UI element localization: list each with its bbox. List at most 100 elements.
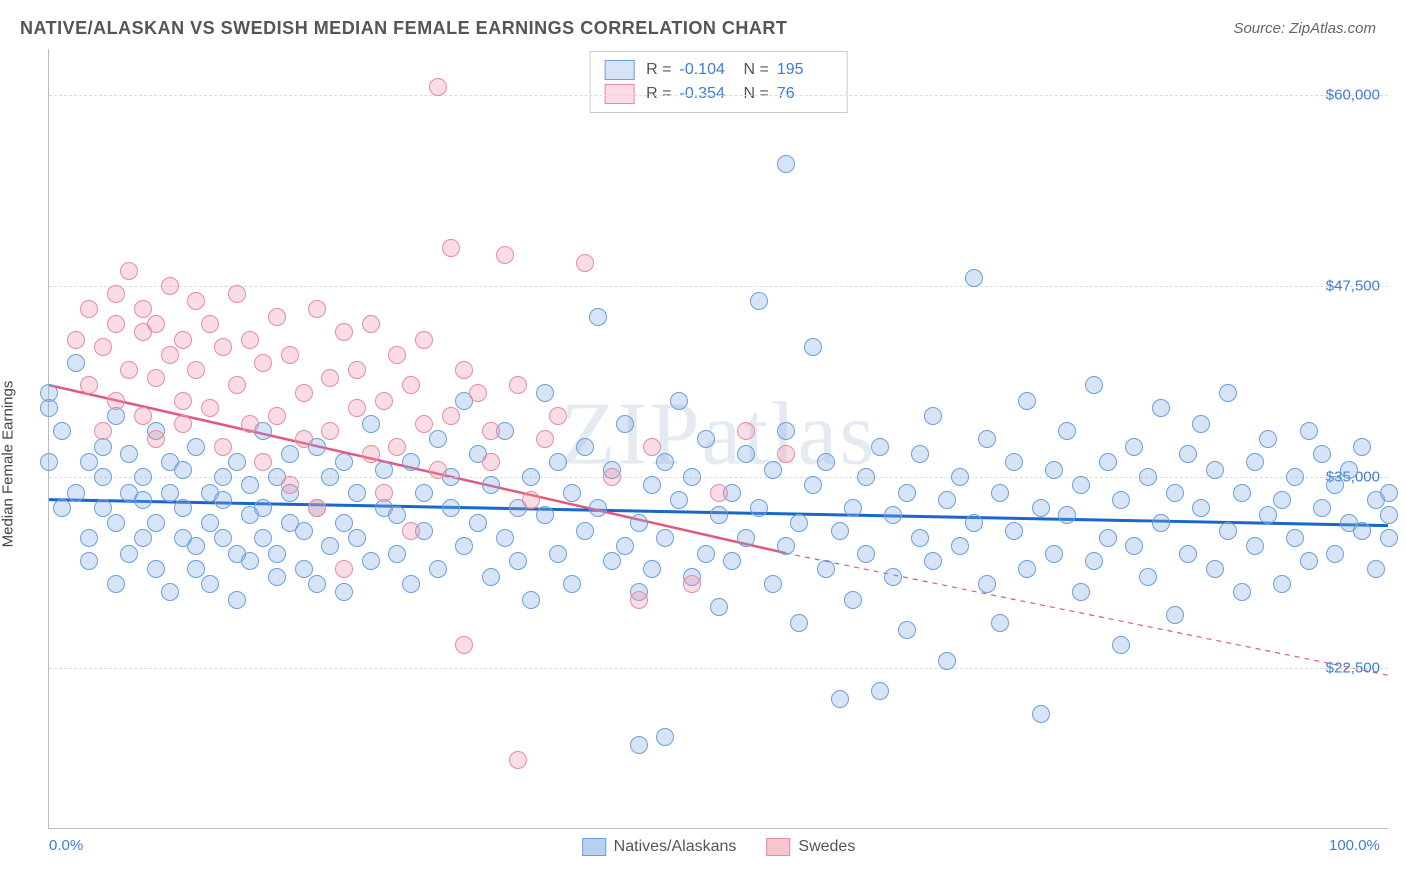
data-point [1380,506,1398,524]
data-point [174,499,192,517]
legend-swatch [604,60,634,80]
data-point [1313,445,1331,463]
data-point [965,514,983,532]
data-point [455,636,473,654]
data-point [482,476,500,494]
data-point [107,392,125,410]
data-point [362,445,380,463]
data-point [1018,560,1036,578]
data-point [80,552,98,570]
data-point [80,529,98,547]
data-point [1380,484,1398,502]
data-point [308,300,326,318]
data-point [187,361,205,379]
data-point [563,575,581,593]
data-point [281,445,299,463]
data-point [1072,476,1090,494]
data-point [321,422,339,440]
data-point [697,545,715,563]
x-tick-label: 0.0% [49,837,83,854]
data-point [563,484,581,502]
data-point [161,277,179,295]
plot-area: ZIPatlas R = -0.104 N = 195R = -0.354 N … [48,49,1388,829]
data-point [804,476,822,494]
data-point [40,453,58,471]
data-point [831,522,849,540]
data-point [1085,552,1103,570]
data-point [670,491,688,509]
data-point [1367,560,1385,578]
y-tick-label: $22,500 [1326,660,1380,677]
data-point [94,422,112,440]
data-point [670,392,688,410]
data-point [630,514,648,532]
data-point [536,506,554,524]
data-point [147,514,165,532]
trend-lines-svg [49,49,1388,828]
data-point [388,545,406,563]
data-point [1259,430,1277,448]
data-point [1192,415,1210,433]
legend-swatch [582,838,606,856]
data-point [1152,514,1170,532]
data-point [790,514,808,532]
data-point [911,529,929,547]
data-point [161,484,179,502]
data-point [174,392,192,410]
data-point [496,246,514,264]
data-point [978,430,996,448]
data-point [817,453,835,471]
data-point [496,529,514,547]
data-point [174,461,192,479]
data-point [321,537,339,555]
data-point [991,484,1009,502]
data-point [630,591,648,609]
data-point [1326,545,1344,563]
data-point [522,491,540,509]
data-point [281,476,299,494]
data-point [576,438,594,456]
data-point [777,537,795,555]
data-point [790,614,808,632]
data-point [308,499,326,517]
legend-stats: R = -0.104 N = 195 [646,61,833,79]
data-point [817,560,835,578]
data-point [764,461,782,479]
data-point [134,491,152,509]
chart-container: Median Female Earnings ZIPatlas R = -0.1… [0,49,1406,879]
data-point [429,461,447,479]
data-point [67,331,85,349]
data-point [522,468,540,486]
data-point [750,292,768,310]
data-point [201,575,219,593]
data-point [415,331,433,349]
data-point [335,453,353,471]
correlation-legend: R = -0.104 N = 195R = -0.354 N = 76 [589,51,848,113]
data-point [335,323,353,341]
data-point [201,399,219,417]
data-point [429,78,447,96]
data-point [67,354,85,372]
data-point [509,751,527,769]
data-point [630,736,648,754]
data-point [335,514,353,532]
data-point [1233,484,1251,502]
data-point [1353,522,1371,540]
data-point [214,438,232,456]
legend-item: Swedes [766,838,855,856]
data-point [924,552,942,570]
data-point [375,484,393,502]
data-point [1032,705,1050,723]
data-point [348,361,366,379]
data-point [750,499,768,517]
y-tick-label: $60,000 [1326,86,1380,103]
data-point [469,384,487,402]
data-point [857,468,875,486]
data-point [442,239,460,257]
data-point [187,438,205,456]
data-point [1125,537,1143,555]
data-point [1206,560,1224,578]
data-point [938,491,956,509]
data-point [603,552,621,570]
data-point [991,614,1009,632]
